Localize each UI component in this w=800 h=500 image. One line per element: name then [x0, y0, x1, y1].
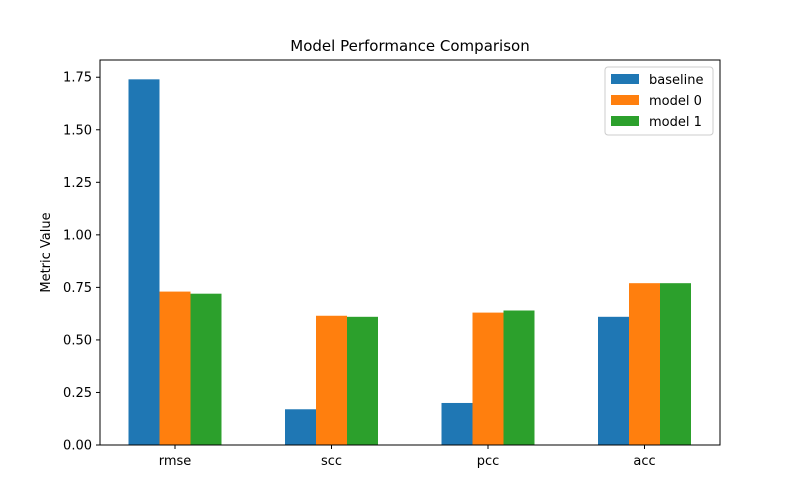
- y-tick-label: 0.75: [63, 281, 92, 296]
- legend-swatch-model-1: [611, 116, 639, 126]
- bars-group: [128, 79, 691, 446]
- y-tick-label: 0.50: [63, 333, 92, 348]
- y-tick-label: 1.50: [63, 123, 92, 138]
- legend-swatch-model-0: [611, 95, 639, 105]
- x-tick-label: pcc: [477, 454, 500, 469]
- bar-model-1-acc: [660, 283, 691, 445]
- plot-frame: [99, 59, 721, 446]
- y-tick-label: 0.25: [63, 386, 92, 401]
- y-tick-label: 1.00: [63, 228, 92, 243]
- bar-baseline-pcc: [441, 402, 473, 445]
- chart-title: Model Performance Comparison: [290, 37, 529, 55]
- legend-label-baseline: baseline: [649, 73, 703, 88]
- bar-model-0-rmse: [159, 291, 191, 445]
- y-tick-label: 1.75: [63, 71, 92, 86]
- bar-baseline-rmse: [128, 79, 160, 446]
- legend-label-model-0: model 0: [649, 94, 702, 109]
- bar-model-1-scc: [347, 316, 378, 445]
- y-tick-label: 0.00: [63, 439, 92, 454]
- legend-label-model-1: model 1: [649, 115, 702, 130]
- x-tick-label: acc: [633, 454, 655, 469]
- bar-baseline-scc: [285, 409, 316, 445]
- bar-model-0-acc: [629, 283, 660, 445]
- bar-model-1-pcc: [503, 310, 535, 445]
- y-axis-label: Metric Value: [39, 212, 54, 292]
- x-tick-label: scc: [321, 454, 342, 469]
- x-tick-label: rmse: [159, 454, 192, 469]
- legend-swatch-baseline: [611, 74, 639, 84]
- y-tick-label: 1.25: [63, 176, 92, 191]
- legend: baseline model 0 model 1: [604, 66, 714, 136]
- bar-model-0-scc: [316, 315, 347, 445]
- axes-group: 0.00 0.25 0.50 0.75 1.00 1.25 1.50 1.75 rmse scc p…: [63, 59, 721, 469]
- bar-model-0-pcc: [472, 312, 504, 445]
- bar-model-1-rmse: [190, 293, 222, 445]
- bar-baseline-acc: [598, 316, 629, 445]
